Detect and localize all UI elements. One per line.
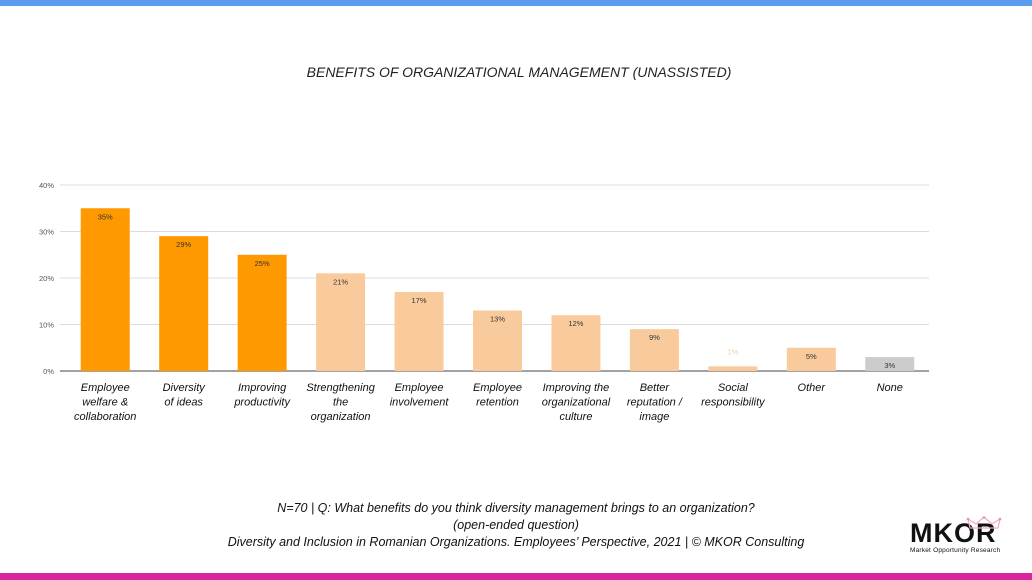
logo-tagline: Market Opportunity Research	[910, 547, 1001, 554]
category-label: collaboration	[74, 411, 136, 423]
data-label: 12%	[568, 319, 583, 328]
y-tick-label: 10%	[39, 321, 54, 330]
bar-chart: 0% 10% 20% 30% 40% 35% Employee welfare & collab…	[39, 181, 929, 423]
bar	[394, 291, 444, 371]
category-label: None	[877, 382, 903, 394]
category-label: of ideas	[164, 397, 203, 409]
category-label: organization	[311, 411, 371, 423]
category-label: image	[639, 411, 669, 423]
category-label: Better	[640, 382, 671, 394]
data-label: 21%	[333, 277, 348, 286]
footer-question: N=70 | Q: What benefits do you think div…	[277, 501, 755, 515]
bottom-accent-bar	[0, 573, 1032, 580]
y-tick-label: 30%	[39, 228, 54, 237]
category-label: Social	[718, 382, 749, 394]
bar	[80, 208, 130, 371]
category-label: reputation /	[627, 397, 683, 409]
footer-source: Diversity and Inclusion in Romanian Orga…	[227, 535, 805, 549]
top-accent-bar	[0, 0, 1032, 6]
data-label: 17%	[412, 296, 427, 305]
data-label: 13%	[490, 315, 505, 324]
category-label: Other	[798, 382, 827, 394]
data-label: 29%	[176, 240, 191, 249]
category-label: Employee	[473, 382, 522, 394]
y-tick-label: 20%	[39, 274, 54, 283]
footer-note: (open-ended question)	[453, 518, 579, 532]
category-label: Improving	[238, 382, 287, 394]
data-label: 35%	[98, 212, 113, 221]
category-label: culture	[559, 411, 592, 423]
data-label: 9%	[649, 333, 660, 342]
logo-wordmark: MKOR	[910, 518, 997, 548]
bar	[786, 347, 836, 371]
crown-icon	[966, 516, 1002, 529]
category-label: Improving the	[543, 382, 610, 394]
category-label: Diversity	[163, 382, 207, 394]
footer: N=70 | Q: What benefits do you think div…	[0, 500, 1032, 551]
category-label: Employee	[81, 382, 130, 394]
mkor-logo: MKOR Market Opportunity Research	[906, 516, 1018, 556]
bar	[551, 315, 601, 371]
category-label: Strengthening	[306, 382, 375, 394]
bar	[473, 310, 522, 371]
category-label: the	[333, 397, 348, 409]
category-label: organizational	[542, 397, 611, 409]
bar	[237, 254, 287, 371]
y-tick-label: 40%	[39, 181, 54, 190]
category-label: responsibility	[701, 397, 766, 409]
category-label: welfare &	[82, 397, 128, 409]
data-label: 25%	[255, 259, 270, 268]
chart-title: BENEFITS OF ORGANIZATIONAL MANAGEMENT (U…	[306, 64, 732, 80]
category-label: involvement	[390, 397, 450, 409]
bar	[159, 236, 209, 371]
y-tick-label: 0%	[43, 367, 54, 376]
data-label: 1%	[727, 347, 738, 356]
data-label: 3%	[884, 361, 895, 370]
bar	[316, 273, 366, 371]
bar	[629, 329, 679, 371]
category-label: productivity	[233, 397, 291, 409]
bar	[708, 366, 758, 371]
category-label: retention	[476, 397, 519, 409]
data-label: 5%	[806, 352, 817, 361]
category-label: Employee	[395, 382, 444, 394]
bar	[865, 357, 915, 371]
